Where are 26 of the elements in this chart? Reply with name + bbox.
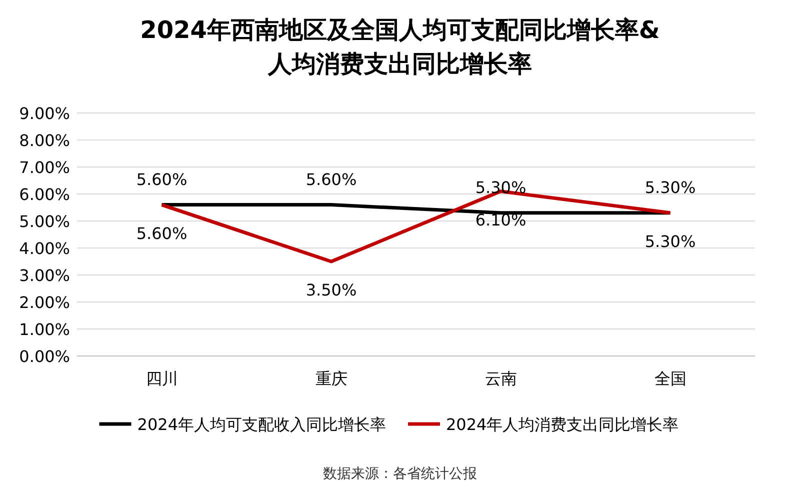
y-tick-label: 8.00% xyxy=(19,131,70,150)
x-tick-label: 全国 xyxy=(654,369,686,388)
data-label: 5.30% xyxy=(475,178,526,197)
data-label: 5.60% xyxy=(136,170,188,189)
data-label: 5.30% xyxy=(644,232,696,251)
y-tick-label: 7.00% xyxy=(19,158,70,177)
x-tick-label: 重庆 xyxy=(315,369,348,388)
data-label: 3.50% xyxy=(306,280,357,300)
chart-title: 2024年西南地区及全国人均可支配同比增长率&人均消费支出同比增长率 xyxy=(140,16,660,78)
y-tick-label: 4.00% xyxy=(19,239,70,258)
data-label: 6.10% xyxy=(475,210,526,230)
x-tick-label: 四川 xyxy=(146,369,178,388)
y-tick-label: 9.00% xyxy=(19,104,70,123)
y-tick-label: 1.00% xyxy=(19,320,70,339)
data-label: 5.30% xyxy=(644,178,696,197)
source-note: 数据来源：各省统计公报 xyxy=(323,466,477,482)
data-label: 5.60% xyxy=(306,170,357,189)
x-tick-label: 云南 xyxy=(484,369,517,388)
legend-label: 2024年人均消费支出同比增长率 xyxy=(446,415,679,434)
y-tick-label: 2.00% xyxy=(19,293,70,312)
y-tick-label: 3.00% xyxy=(19,266,70,285)
y-tick-label: 5.00% xyxy=(19,212,70,231)
data-label: 5.60% xyxy=(136,224,188,243)
legend-label: 2024年人均可支配收入同比增长率 xyxy=(137,415,386,434)
y-tick-label: 0.00% xyxy=(19,347,70,366)
y-tick-label: 6.00% xyxy=(19,185,70,204)
